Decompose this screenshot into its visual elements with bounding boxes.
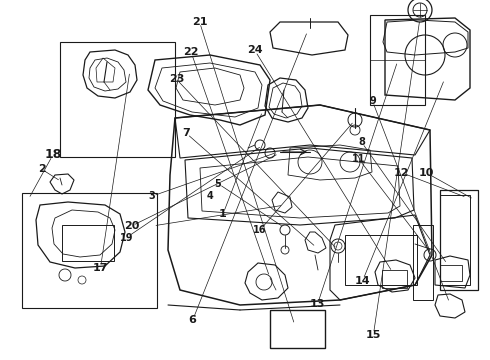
Text: 3: 3 — [148, 191, 155, 201]
Text: 24: 24 — [247, 45, 263, 55]
Bar — [60, 42, 175, 157]
Text: 19: 19 — [120, 233, 133, 243]
Bar — [413, 225, 433, 300]
Text: 22: 22 — [183, 47, 199, 57]
Text: 12: 12 — [394, 168, 410, 178]
Bar — [22, 193, 157, 308]
Text: 9: 9 — [369, 96, 376, 106]
Bar — [440, 265, 462, 281]
Text: 15: 15 — [366, 330, 381, 340]
Bar — [440, 190, 478, 290]
Text: 21: 21 — [192, 17, 207, 27]
Bar — [62, 225, 114, 261]
Text: 20: 20 — [123, 221, 139, 231]
Text: 11: 11 — [352, 154, 366, 165]
Text: 1: 1 — [219, 209, 227, 219]
Text: 13: 13 — [310, 299, 325, 309]
Text: 2: 2 — [38, 164, 46, 174]
Text: 6: 6 — [189, 315, 196, 325]
Text: 4: 4 — [206, 191, 213, 201]
Bar — [382, 270, 407, 288]
Text: 8: 8 — [358, 137, 365, 147]
Bar — [370, 15, 425, 105]
Text: 7: 7 — [182, 128, 190, 138]
Text: 18: 18 — [44, 148, 62, 161]
Bar — [270, 310, 325, 348]
Text: 10: 10 — [418, 168, 434, 178]
Text: 5: 5 — [215, 179, 221, 189]
Bar — [345, 235, 417, 285]
Text: 16: 16 — [253, 225, 267, 235]
Bar — [440, 195, 470, 285]
Text: 23: 23 — [169, 74, 184, 84]
Text: 17: 17 — [93, 263, 108, 273]
Text: 14: 14 — [355, 276, 370, 286]
